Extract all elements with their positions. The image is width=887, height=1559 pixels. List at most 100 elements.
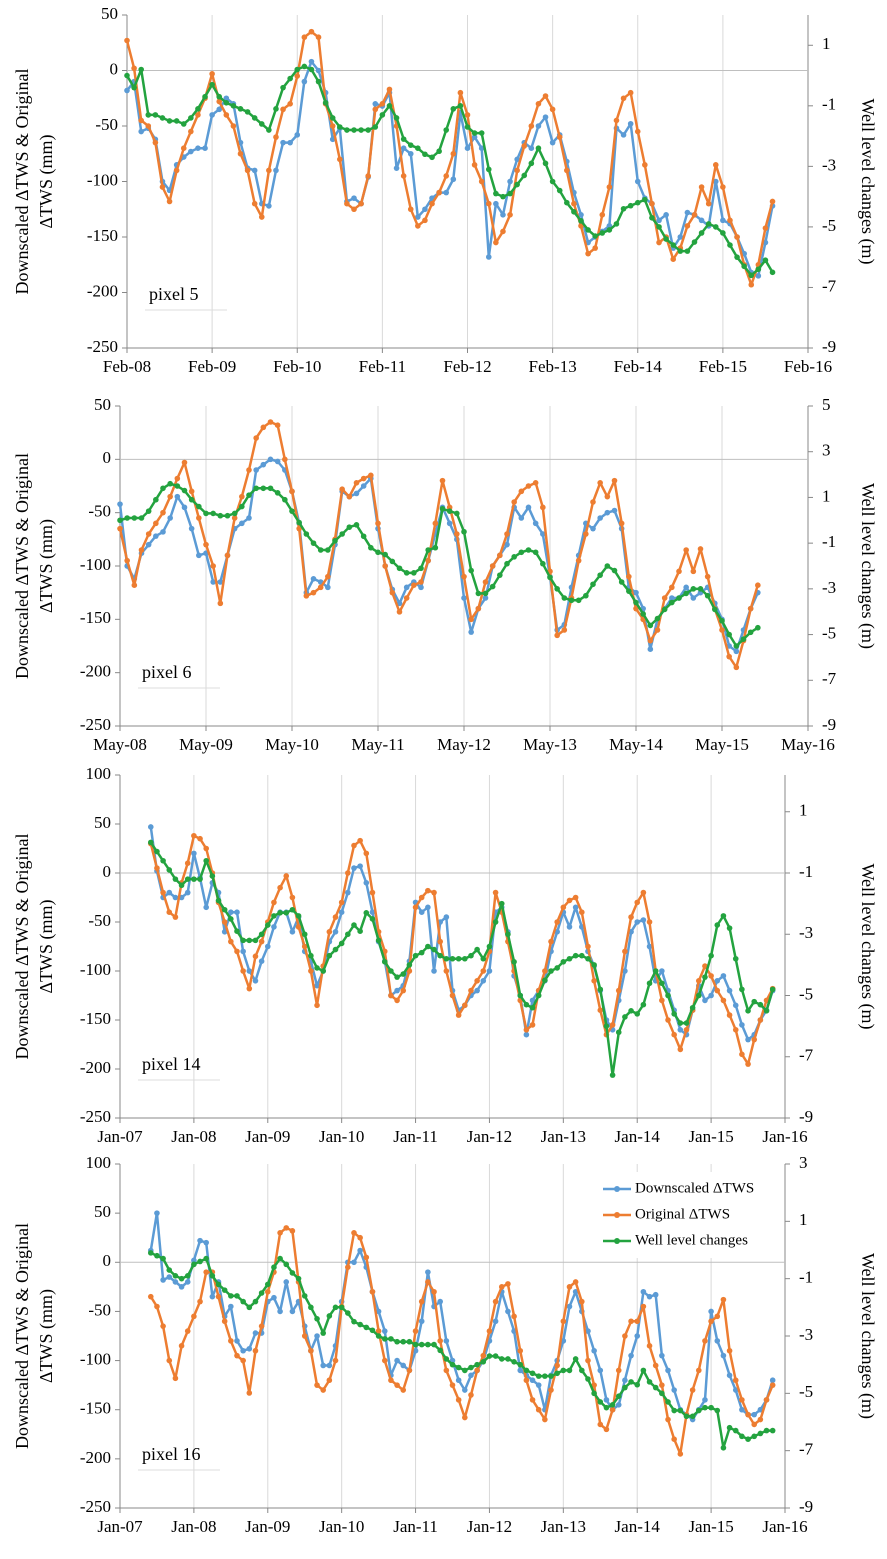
- point: [727, 242, 733, 248]
- point: [492, 1318, 499, 1325]
- point: [529, 1022, 536, 1028]
- point: [167, 515, 173, 521]
- point: [457, 89, 464, 96]
- legend-label: Well level changes: [635, 1232, 748, 1248]
- point: [606, 184, 613, 190]
- point: [665, 1416, 671, 1423]
- point: [145, 123, 152, 129]
- point: [762, 225, 769, 231]
- point: [224, 512, 231, 519]
- point: [124, 87, 130, 94]
- point: [411, 570, 417, 576]
- point: [388, 1336, 394, 1342]
- point: [381, 1357, 388, 1364]
- point: [443, 1338, 450, 1344]
- point: [152, 139, 159, 146]
- point: [734, 254, 740, 260]
- point: [575, 557, 582, 564]
- point: [301, 943, 308, 950]
- point: [295, 913, 302, 919]
- point: [626, 588, 632, 594]
- point: [372, 101, 379, 107]
- point: [566, 1367, 573, 1374]
- point: [365, 173, 371, 179]
- point: [375, 1328, 382, 1334]
- point: [733, 648, 740, 655]
- point: [287, 101, 293, 107]
- y-tick-label: -250: [80, 1107, 111, 1126]
- point: [720, 913, 727, 919]
- point: [196, 515, 202, 521]
- point: [267, 485, 274, 492]
- point: [591, 962, 597, 968]
- point: [160, 509, 166, 516]
- point: [684, 223, 691, 229]
- point: [670, 256, 677, 263]
- y-tick-label: -250: [87, 337, 118, 356]
- point: [695, 992, 702, 999]
- point: [216, 98, 223, 105]
- y2-axis-title: Well level changes (m): [857, 864, 878, 1030]
- point: [308, 28, 315, 35]
- x-tick-label: May-16: [781, 735, 835, 754]
- point: [258, 1323, 265, 1329]
- point: [234, 1352, 240, 1359]
- point: [339, 531, 345, 537]
- legend-marker: [614, 1238, 620, 1244]
- point: [708, 992, 714, 999]
- point: [393, 115, 400, 121]
- point: [618, 579, 625, 585]
- point: [191, 1313, 197, 1320]
- point: [258, 1290, 265, 1296]
- point: [443, 914, 450, 920]
- point: [197, 1298, 203, 1305]
- point: [246, 467, 252, 473]
- x-tick-label: May-15: [695, 735, 749, 754]
- point: [345, 1310, 351, 1316]
- point: [280, 84, 286, 91]
- point: [260, 424, 267, 431]
- point: [253, 485, 259, 492]
- point: [271, 899, 277, 906]
- point: [203, 845, 210, 852]
- point: [173, 118, 180, 124]
- point: [523, 1001, 530, 1008]
- point: [560, 1367, 567, 1374]
- point: [566, 1303, 573, 1310]
- point: [462, 1002, 468, 1009]
- point: [244, 109, 251, 115]
- y2-tick-label: -5: [822, 623, 836, 642]
- point: [326, 1313, 333, 1319]
- point: [704, 592, 711, 599]
- point: [450, 106, 457, 112]
- point: [166, 909, 173, 915]
- point: [739, 986, 745, 993]
- point: [622, 1377, 628, 1384]
- point: [360, 533, 367, 540]
- point: [671, 1436, 677, 1442]
- point: [294, 73, 301, 79]
- point: [689, 1413, 696, 1420]
- y-axis-title: Downscaled ΔTWS & Original: [12, 453, 32, 679]
- point: [652, 1384, 659, 1391]
- point: [741, 263, 747, 270]
- point: [517, 1367, 524, 1374]
- point: [282, 496, 288, 503]
- point: [702, 963, 708, 969]
- point: [609, 1022, 616, 1028]
- point: [532, 549, 539, 556]
- point: [388, 992, 394, 999]
- point: [310, 589, 317, 596]
- point: [597, 1007, 604, 1013]
- point: [597, 1367, 604, 1374]
- point: [280, 106, 286, 113]
- point: [234, 1293, 240, 1299]
- point: [745, 1061, 751, 1067]
- point: [702, 974, 708, 980]
- point: [695, 1407, 702, 1414]
- point: [549, 178, 556, 185]
- series-line: [149, 826, 774, 1041]
- point: [671, 1387, 677, 1393]
- point: [191, 1257, 197, 1264]
